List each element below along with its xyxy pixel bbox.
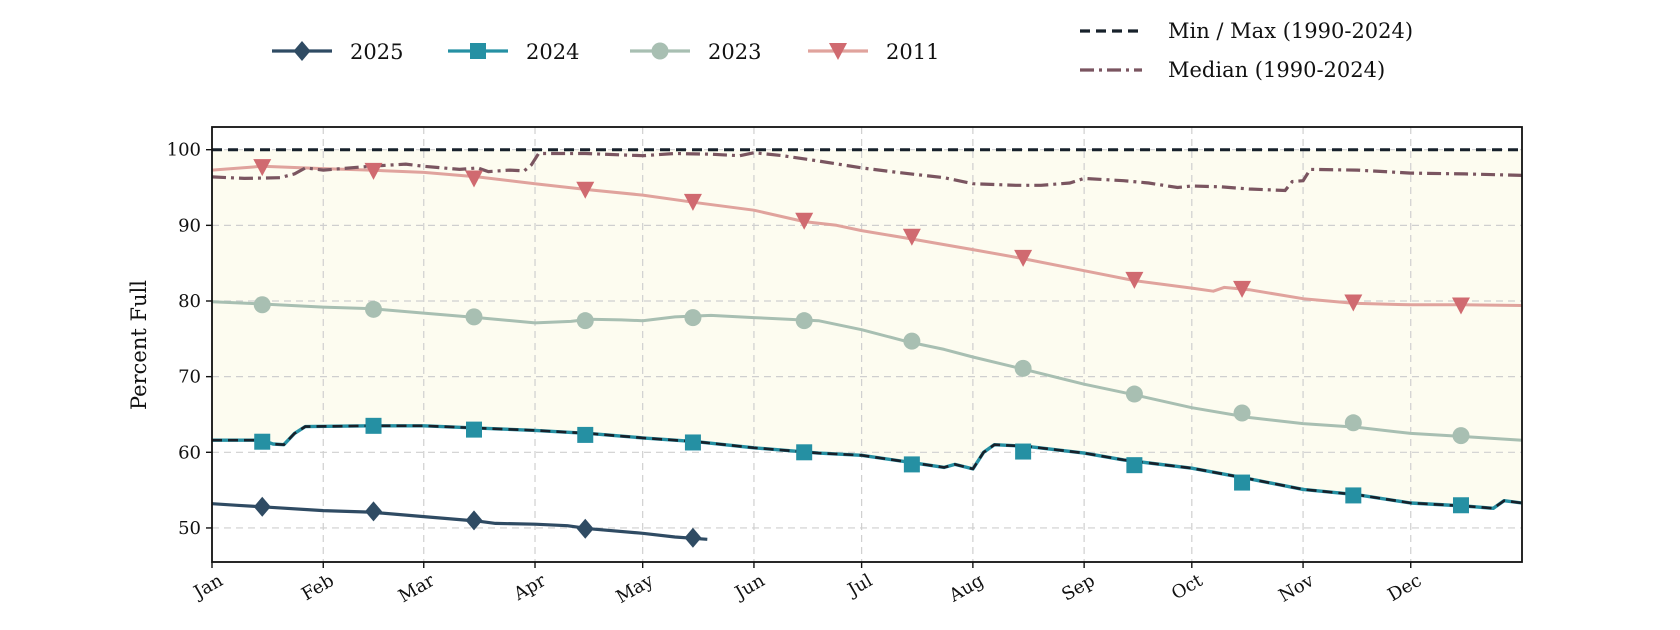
y-axis-ticks: 50 60 70 80 90 100 — [167, 140, 212, 539]
y-tick-label: 70 — [178, 367, 201, 388]
x-axis-ticks: Jan Feb Mar Apr May Jun Jul Aug Sep Oct Nov Dec — [189, 562, 1425, 608]
x-tick-label: Nov — [1275, 570, 1318, 607]
x-tick-label: Aug — [945, 570, 988, 607]
marker-2011 — [364, 162, 383, 180]
marker-2011 — [1233, 280, 1252, 298]
marker-2023 — [1125, 385, 1143, 403]
marker-2024 — [1345, 487, 1362, 504]
x-tick-label: Mar — [395, 570, 439, 607]
marker-2023 — [1233, 404, 1251, 422]
marker-2011 — [902, 228, 921, 246]
marker-2011 — [1125, 271, 1144, 289]
marker-2024 — [796, 444, 813, 461]
legend-marker-2023 — [651, 42, 669, 60]
plot-border — [211, 126, 1523, 563]
x-tick-label: Jul — [843, 570, 877, 602]
marker-2011 — [1451, 297, 1470, 315]
marker-2011 — [1344, 294, 1363, 312]
y-tick-label: 50 — [178, 518, 201, 539]
marker-2024 — [1234, 474, 1251, 491]
marker-2023 — [795, 312, 813, 330]
legend-item-2024: 2024 — [448, 40, 579, 64]
series-lines — [211, 148, 1523, 541]
legend-marker-2011 — [829, 43, 847, 60]
legend-label-2023: 2023 — [708, 40, 761, 64]
marker-2025 — [576, 518, 594, 539]
marker-2023 — [1452, 427, 1470, 445]
legend-label-median: Median (1990-2024) — [1168, 58, 1385, 82]
marker-2025 — [465, 510, 483, 531]
marker-2011 — [1014, 249, 1033, 267]
x-tick-label: Apr — [509, 570, 549, 605]
marker-2024 — [254, 433, 271, 450]
marker-2025 — [684, 527, 702, 548]
marker-2023 — [576, 312, 594, 330]
grid — [211, 127, 1522, 562]
marker-2023 — [465, 308, 483, 326]
marker-2025 — [253, 496, 271, 517]
marker-2024 — [1126, 457, 1143, 474]
marker-2024 — [466, 421, 482, 438]
legend-label-2011: 2011 — [886, 40, 939, 64]
marker-2011 — [253, 159, 272, 177]
legend-label-2025: 2025 — [350, 40, 403, 64]
marker-2024 — [577, 426, 594, 443]
marker-2011 — [576, 181, 595, 199]
legend-item-median: Median (1990-2024) — [1080, 58, 1385, 82]
legend-item-2011: 2011 — [808, 40, 939, 64]
series-line-2023 — [211, 300, 1523, 442]
y-axis-label: Percent Full — [127, 280, 151, 410]
series-markers — [253, 159, 1470, 548]
y-tick-label: 90 — [178, 215, 201, 236]
marker-2024 — [1015, 443, 1032, 460]
legend-item-2023: 2023 — [630, 40, 761, 64]
marker-2023 — [684, 309, 702, 327]
y-tick-label: 80 — [178, 291, 201, 312]
series-line-2025 — [211, 502, 708, 541]
legend-label-2024: 2024 — [526, 40, 579, 64]
x-tick-label: Dec — [1384, 570, 1425, 606]
median-line — [211, 151, 1523, 193]
marker-2024 — [903, 456, 920, 473]
x-tick-label: May — [613, 570, 658, 608]
marker-2023 — [1014, 359, 1032, 377]
marker-2011 — [465, 170, 483, 188]
marker-2024 — [1452, 497, 1469, 514]
min-max-fill — [212, 149, 1522, 509]
marker-2011 — [795, 212, 814, 230]
y-tick-label: 60 — [178, 442, 201, 463]
y-tick-label: 100 — [167, 140, 201, 161]
legend: 2025 2024 2023 2011 Min / Max (1990-2024) Med… — [272, 19, 1413, 82]
legend-marker-2024 — [470, 43, 486, 59]
x-tick-label: Sep — [1058, 570, 1098, 605]
marker-2023 — [253, 296, 271, 314]
plot-frame — [211, 126, 1523, 563]
x-tick-label: Feb — [298, 570, 338, 605]
legend-item-2025: 2025 — [272, 40, 403, 64]
x-tick-label: Oct — [1168, 570, 1207, 605]
marker-2025 — [365, 501, 383, 522]
marker-2011 — [683, 193, 702, 211]
marker-2023 — [365, 300, 383, 318]
marker-2023 — [903, 332, 921, 350]
x-tick-label: Jun — [730, 570, 769, 605]
series-line-2011 — [211, 164, 1523, 307]
min-max-band — [212, 149, 1522, 509]
min-line — [212, 424, 1523, 510]
legend-item-minmax: Min / Max (1990-2024) — [1080, 19, 1413, 43]
marker-2024 — [365, 417, 382, 434]
marker-2024 — [684, 434, 701, 451]
legend-label-minmax: Min / Max (1990-2024) — [1168, 19, 1413, 43]
legend-marker-2025 — [293, 41, 311, 61]
marker-2023 — [1344, 414, 1362, 432]
x-tick-label: Jan — [189, 570, 227, 604]
